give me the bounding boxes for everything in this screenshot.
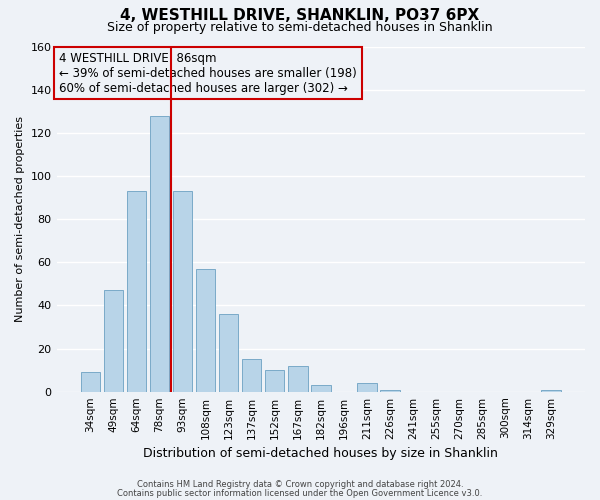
Bar <box>80 372 100 392</box>
Bar <box>357 383 377 392</box>
Bar <box>541 390 561 392</box>
Text: Size of property relative to semi-detached houses in Shanklin: Size of property relative to semi-detach… <box>107 21 493 34</box>
Bar <box>149 116 169 392</box>
Bar <box>196 268 215 392</box>
Text: 4, WESTHILL DRIVE, SHANKLIN, PO37 6PX: 4, WESTHILL DRIVE, SHANKLIN, PO37 6PX <box>121 8 479 22</box>
Bar <box>380 390 400 392</box>
X-axis label: Distribution of semi-detached houses by size in Shanklin: Distribution of semi-detached houses by … <box>143 447 498 460</box>
Y-axis label: Number of semi-detached properties: Number of semi-detached properties <box>15 116 25 322</box>
Bar <box>288 366 308 392</box>
Bar <box>219 314 238 392</box>
Text: 4 WESTHILL DRIVE: 86sqm
← 39% of semi-detached houses are smaller (198)
60% of s: 4 WESTHILL DRIVE: 86sqm ← 39% of semi-de… <box>59 52 357 94</box>
Bar <box>311 385 331 392</box>
Bar <box>127 191 146 392</box>
Text: Contains HM Land Registry data © Crown copyright and database right 2024.: Contains HM Land Registry data © Crown c… <box>137 480 463 489</box>
Bar <box>104 290 123 392</box>
Bar <box>242 360 262 392</box>
Bar <box>265 370 284 392</box>
Text: Contains public sector information licensed under the Open Government Licence v3: Contains public sector information licen… <box>118 488 482 498</box>
Bar <box>173 191 193 392</box>
